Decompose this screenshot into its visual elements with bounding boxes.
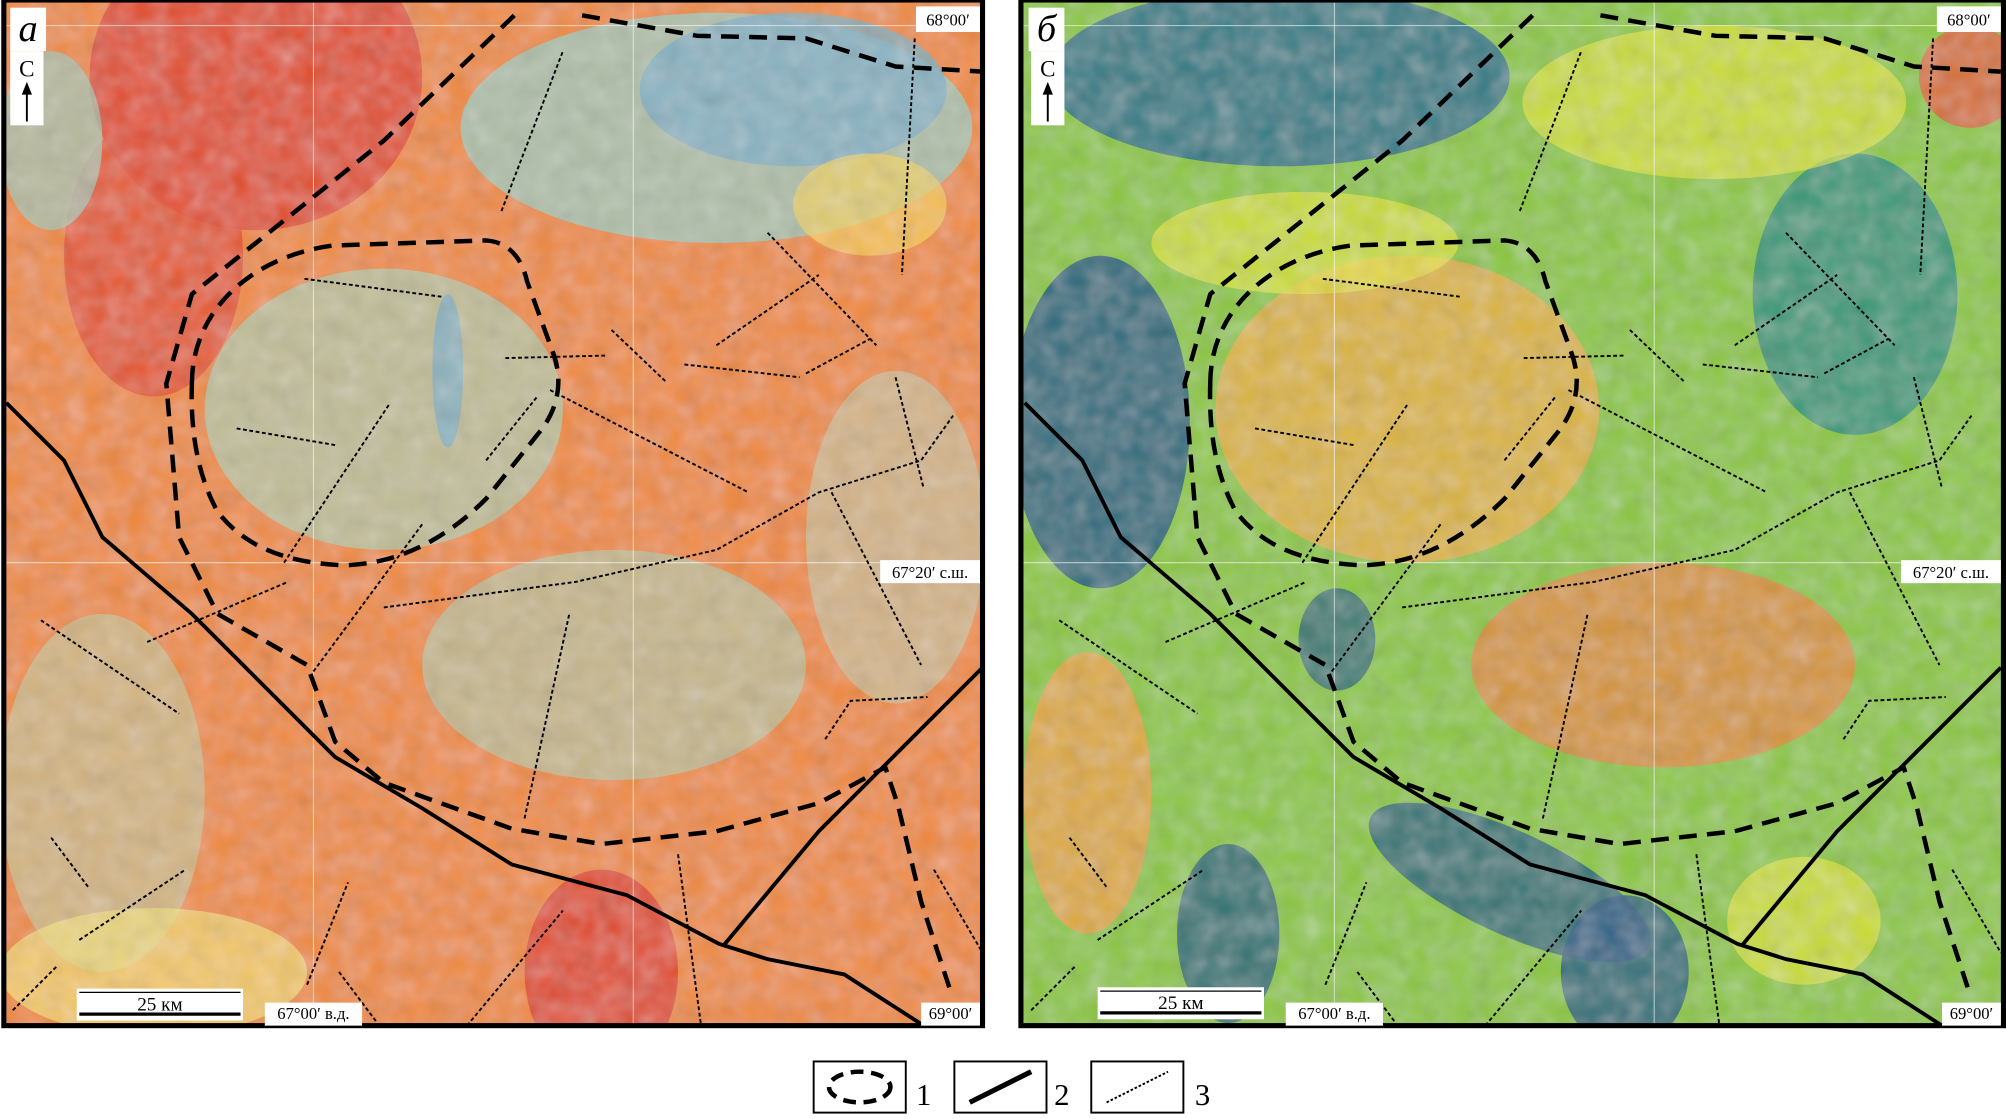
- panel-letter: а: [19, 8, 38, 50]
- scale-label: 25 км: [1158, 993, 1203, 1014]
- panel-a-map: а С 68°00′ 67°20′ с.ш. 67°00′ в.д. 69°00…: [1, 0, 986, 1029]
- scale-label: 25 км: [137, 994, 182, 1015]
- north-label: С: [19, 56, 34, 82]
- dashed-ring-icon: [826, 1069, 893, 1105]
- legend-item-fault: 2: [953, 1060, 1070, 1114]
- panel-b-map: б С 68°00′ 67°20′ с.ш. 67°00′ в.д. 69°00…: [1018, 0, 2006, 1029]
- solid-line-icon: [968, 1069, 1033, 1105]
- lon-right-label: 69°00′: [1950, 1004, 1994, 1023]
- north-label: С: [1040, 56, 1055, 82]
- north-arrow-icon: [21, 81, 32, 122]
- scale-bar-icon: [76, 988, 244, 1021]
- legend: 1 2 3: [812, 1060, 1210, 1114]
- legend-label: 3: [1195, 1078, 1210, 1112]
- legend-item-lineament: 3: [1090, 1060, 1210, 1114]
- lat-mid-label: 67°20′ с.ш.: [892, 563, 968, 582]
- lon-right-label: 69°00′: [929, 1004, 973, 1023]
- lon-left-label: 67°00′ в.д.: [1298, 1004, 1370, 1023]
- lat-mid-label: 67°20′ с.ш.: [1913, 563, 1989, 582]
- legend-label: 2: [1054, 1078, 1069, 1112]
- legend-item-ring: 1: [812, 1060, 931, 1114]
- legend-label: 1: [916, 1078, 931, 1112]
- lat-top-label: 68°00′: [1947, 11, 1991, 30]
- dotted-line-icon: [1106, 1070, 1169, 1104]
- lat-top-label: 68°00′: [926, 11, 970, 30]
- panel-letter: б: [1037, 8, 1058, 50]
- scale-bar-icon: [1097, 987, 1264, 1020]
- lon-left-label: 67°00′ в.д.: [277, 1004, 349, 1023]
- north-arrow-icon: [1042, 81, 1053, 122]
